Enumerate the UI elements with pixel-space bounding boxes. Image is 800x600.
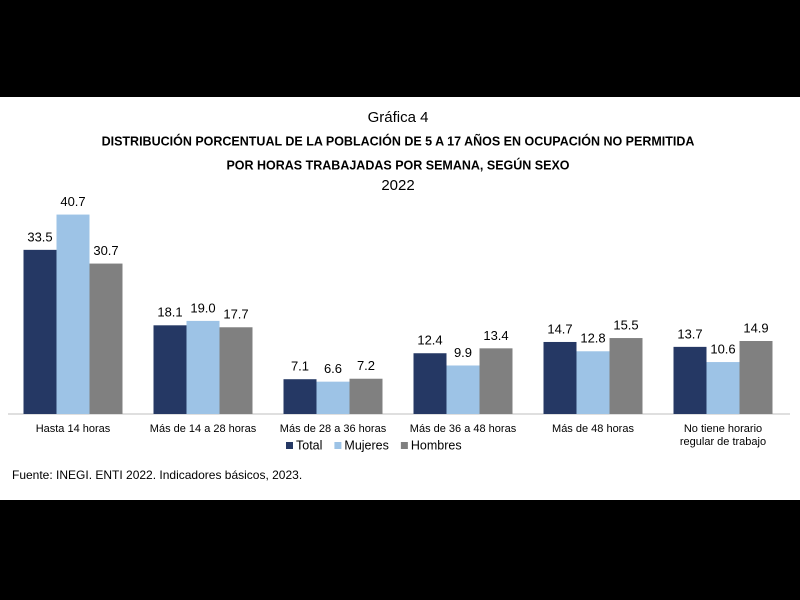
bar: [739, 340, 773, 414]
data-label: 33.5: [27, 229, 52, 244]
bar: [673, 346, 707, 414]
legend-label: Hombres: [411, 438, 462, 452]
chart-title-line2: POR HORAS TRABAJADAS POR SEMANA, SEGÚN S…: [226, 157, 569, 172]
data-label: 40.7: [60, 194, 85, 209]
bar: [446, 365, 480, 414]
bar: [609, 338, 643, 414]
bar: [153, 325, 187, 414]
data-label: 12.8: [580, 331, 605, 346]
bar: [349, 378, 383, 414]
source-note: Fuente: INEGI. ENTI 2022. Indicadores bá…: [12, 468, 302, 482]
data-label: 9.9: [454, 345, 472, 360]
x-tick-label: Más de 36 a 48 horas: [409, 423, 517, 435]
data-label: 18.1: [157, 305, 182, 320]
legend-label: Mujeres: [344, 438, 388, 452]
data-label: 7.1: [291, 359, 309, 374]
bar: [543, 341, 577, 414]
bar: [283, 379, 317, 414]
chart-title: DISTRIBUCIÓN PORCENTUAL DE LA POBLACIÓN …: [102, 133, 695, 148]
data-label: 7.2: [357, 358, 375, 373]
chart-panel: Gráfica 4 DISTRIBUCIÓN PORCENTUAL DE LA …: [0, 97, 800, 500]
legend-swatch: [400, 442, 408, 449]
data-label: 14.9: [743, 320, 768, 335]
data-label: 17.7: [223, 307, 248, 322]
bar: [23, 249, 57, 414]
x-tick-label: Hasta 14 horas: [35, 423, 111, 435]
data-label: 13.4: [483, 328, 508, 343]
data-label: 13.7: [677, 326, 702, 341]
bar: [706, 362, 740, 414]
legend-swatch: [334, 442, 342, 449]
data-label: 30.7: [93, 243, 118, 258]
data-label: 19.0: [190, 300, 215, 315]
bar: [56, 214, 90, 414]
bar: [576, 351, 610, 414]
legend-swatch: [286, 442, 293, 449]
bar: [413, 353, 447, 414]
data-label: 12.4: [417, 333, 442, 348]
chart: Gráfica 4 DISTRIBUCIÓN PORCENTUAL DE LA …: [8, 109, 790, 482]
x-tick-label: Más de 28 a 36 horas: [279, 423, 387, 435]
legend-label: Total: [296, 438, 322, 452]
data-label: 6.6: [324, 361, 342, 376]
bar: [186, 320, 220, 414]
data-label: 15.5: [613, 317, 638, 332]
bar: [479, 348, 513, 414]
x-tick-label: Más de 14 a 28 horas: [149, 423, 257, 435]
x-tick-label: No tiene horario regular de trabajo: [679, 423, 767, 448]
x-tick-label: Más de 48 horas: [552, 423, 634, 435]
bar: [89, 263, 123, 414]
chart-subtitle: 2022: [381, 177, 414, 194]
data-label: 14.7: [547, 321, 572, 336]
data-label: 10.6: [710, 341, 735, 356]
bar: [219, 327, 253, 414]
bar: [316, 381, 350, 414]
chart-supertitle: Gráfica 4: [368, 109, 429, 126]
